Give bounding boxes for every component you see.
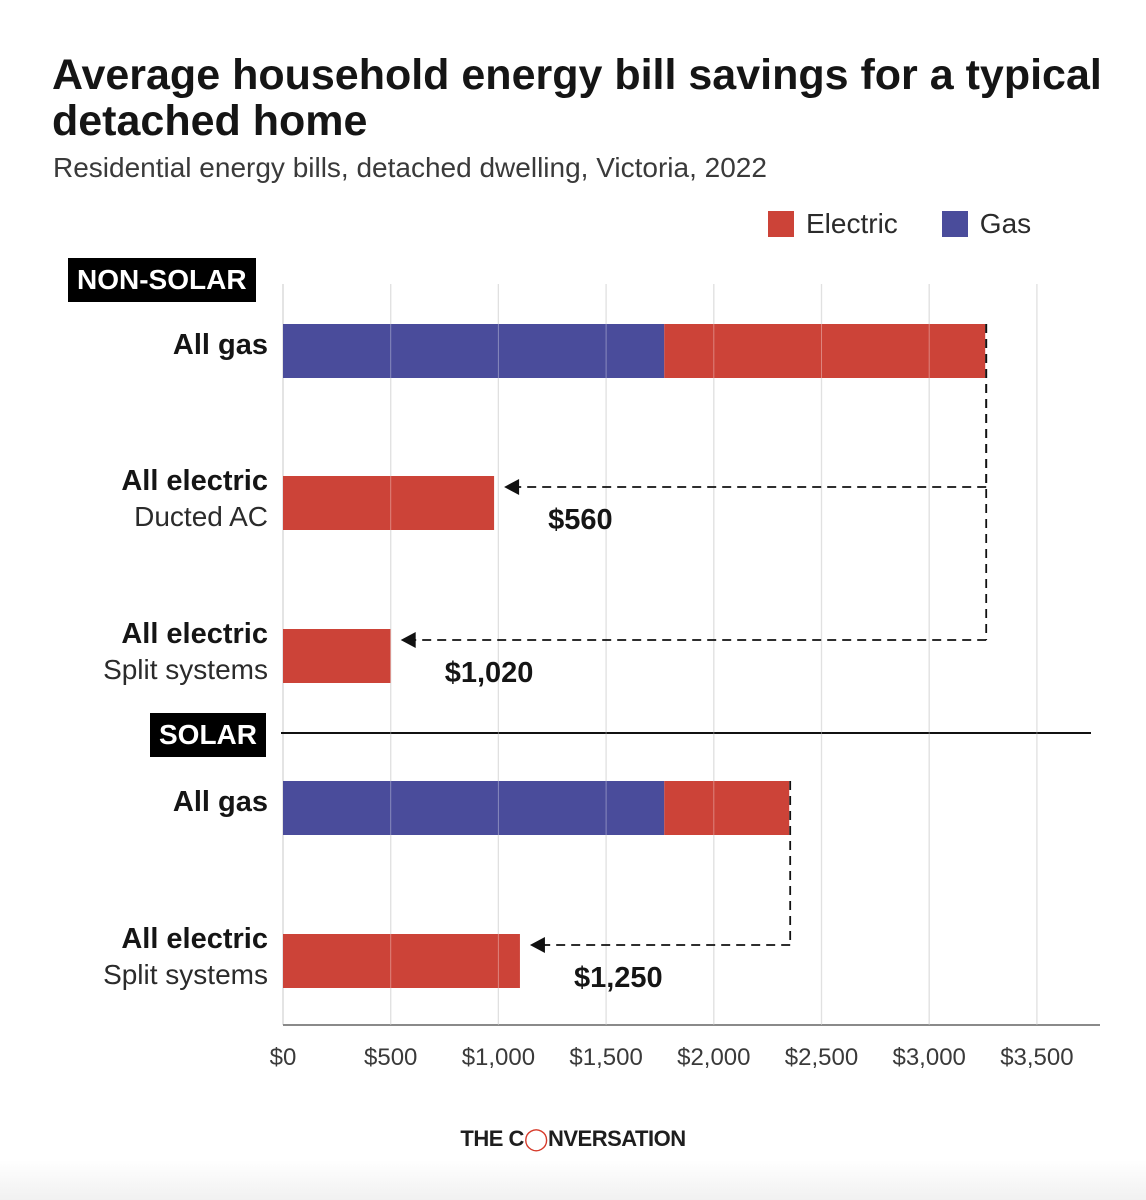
row-label: All gas (173, 327, 268, 363)
row-label: All gas (173, 784, 268, 820)
x-tick-label: $2,500 (785, 1044, 858, 1071)
saving-arrow-head (504, 479, 520, 495)
legend-swatch-electric (768, 211, 794, 237)
row-label: All electric Ducted AC (121, 463, 268, 535)
x-tick-label: $0 (270, 1044, 297, 1071)
x-tick-label: $500 (364, 1044, 417, 1071)
saving-arrow-head (529, 937, 545, 953)
row-label-sub: Split systems (103, 654, 268, 685)
bar-electric (283, 476, 495, 530)
saving-label: $1,020 (444, 657, 534, 689)
x-tick-label: $3,500 (1000, 1044, 1073, 1071)
row-label-main: All gas (172, 786, 268, 818)
legend-label-electric: Electric (806, 208, 898, 239)
x-tick-label: $1,000 (462, 1044, 535, 1071)
x-tick-label: $3,000 (892, 1044, 965, 1071)
speech-bubble-o-icon: ◯ (523, 1126, 549, 1151)
saving-label: $560 (548, 504, 613, 536)
x-tick-label: $2,000 (677, 1044, 750, 1071)
legend-item-gas: Gas (941, 208, 1032, 240)
source-logo: THE C◯NVERSATION (0, 1126, 1146, 1152)
legend: Electric Gas (768, 207, 1031, 241)
source-logo-text-end: NVERSATION (548, 1126, 686, 1151)
chart-subtitle: Residential energy bills, detached dwell… (53, 152, 767, 183)
bar-electric (664, 324, 986, 378)
background-fade (0, 1160, 1146, 1200)
bar-electric (283, 934, 520, 988)
bar-gas (283, 324, 665, 378)
row-label: All electric Split systems (103, 616, 268, 688)
row-label: All electric Split systems (103, 921, 268, 993)
row-label-main: All electric (121, 465, 268, 497)
row-label-main: All gas (172, 329, 268, 361)
chart-title: Average household energy bill savings fo… (52, 51, 1102, 145)
x-tick-label: $1,500 (569, 1044, 642, 1071)
saving-label: $1,250 (573, 962, 663, 994)
source-logo-text-start: THE C (460, 1126, 524, 1151)
saving-arrow-head (400, 632, 416, 648)
legend-item-electric: Electric (768, 208, 898, 240)
section-label-non-solar: NON-SOLAR (68, 258, 256, 302)
section-label-solar: SOLAR (150, 713, 266, 757)
row-label-sub: Ducted AC (134, 501, 268, 532)
chart-plot-area: $0 $500 $1,000 $1,500 $2,000 $2,500 $3,000 $3,5… (270, 284, 1100, 1071)
bar-electric (664, 781, 790, 835)
legend-swatch-gas (941, 211, 968, 237)
row-label-sub: Split systems (103, 959, 268, 990)
legend-label-gas: Gas (979, 208, 1032, 239)
bar-electric (283, 629, 391, 683)
row-label-main: All electric (121, 923, 268, 955)
bar-gas (283, 781, 665, 835)
row-label-main: All electric (121, 618, 268, 650)
